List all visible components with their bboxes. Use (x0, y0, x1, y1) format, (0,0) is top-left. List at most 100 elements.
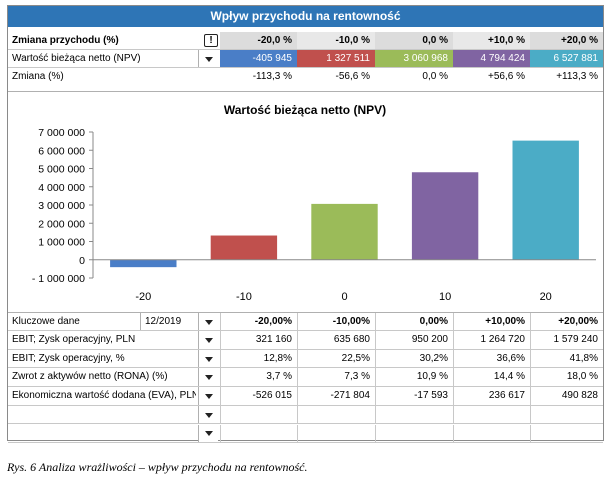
change-row-label: Zmiana (%) (12, 71, 64, 82)
npv-chart: Wartość bieżąca netto (NPV) 7 000 000 6 00… (8, 91, 603, 313)
table-cell: 14,4 % (453, 368, 530, 387)
table-cell: 321 160 (220, 331, 297, 349)
table-row-label: Ekonomiczna wartość dodana (EVA), PLN (12, 390, 196, 402)
period-select[interactable]: 12/2019 (140, 313, 198, 330)
y-tick-label: 3 000 000 (38, 200, 85, 212)
table-cell: 41,8% (530, 349, 603, 368)
header-value: +10,0 % (453, 32, 530, 49)
npv-value: 4 794 424 (453, 50, 530, 67)
chevron-down-icon (204, 375, 213, 381)
table-cell: 950 200 (375, 331, 453, 349)
npv-row-label: Wartość bieżąca netto (NPV) (12, 53, 141, 64)
y-tick-label: 0 (79, 255, 85, 267)
chevron-down-icon (204, 431, 213, 437)
table-row (8, 405, 603, 425)
table-row: EBIT; Zysk operacyjny, % 12,8% 22,5% 30,2% 3… (8, 349, 603, 369)
npv-bar-chart: Wartość bieżąca netto (NPV) 7 000 000 6 00… (32, 103, 596, 303)
chart-title: Wartość bieżąca netto (NPV) (224, 103, 386, 117)
table-cell: 7,3 % (297, 368, 375, 387)
table-cell: 12,8% (220, 349, 297, 368)
sensitivity-panel: Wpływ przychodu na rentowność Zmiana prz… (7, 5, 604, 444)
table-cell: 22,5% (297, 349, 375, 368)
info-button[interactable]: ! (204, 34, 218, 47)
table-row-label: EBIT; Zysk operacyjny, PLN (12, 334, 136, 345)
npv-dropdown[interactable] (198, 50, 218, 67)
table-cell (297, 405, 375, 424)
chevron-down-icon (204, 319, 213, 325)
key-data-value: -20,00% (220, 313, 297, 330)
chevron-down-icon (204, 356, 213, 362)
table-cell: 1 579 240 (530, 331, 603, 349)
bar (311, 203, 378, 260)
table-cell: 1 264 720 (453, 331, 530, 349)
chevron-down-icon (204, 393, 213, 399)
key-data-value: +10,00% (453, 313, 530, 330)
y-tick-label: 2 000 000 (38, 218, 85, 230)
table-cell (375, 405, 453, 424)
revenue-change-label: Zmiana przychodu (%) (12, 35, 119, 46)
header-row: Zmiana przychodu (%) ! -20,0 % -10,0 % 0,0… (8, 32, 603, 50)
x-tick-label: 20 (540, 291, 552, 303)
change-value: +56,6 % (488, 71, 525, 82)
figure-caption: Rys. 6 Analiza wrażliwości – wpływ przyc… (7, 460, 308, 474)
npv-row: Wartość bieżąca netto (NPV) -405 945 1 32… (8, 50, 603, 68)
table-cell (530, 424, 603, 443)
key-data-row: Kluczowe dane 12/2019 -20,00% -10,00% 0,00… (8, 313, 603, 331)
npv-value: 3 060 968 (375, 50, 453, 67)
bar (411, 172, 479, 260)
table-cell: 490 828 (530, 387, 603, 405)
table-cell (453, 424, 530, 443)
header-value: -20,0 % (220, 32, 297, 49)
npv-value: 1 327 511 (297, 50, 375, 67)
y-tick-label: 7 000 000 (38, 127, 85, 139)
key-data-value: +20,00% (530, 313, 603, 330)
table-cell (530, 405, 603, 424)
table-cell (220, 405, 297, 424)
chevron-down-icon (204, 56, 213, 62)
npv-value: -405 945 (220, 50, 297, 67)
change-value: -113,3 % (252, 71, 292, 82)
row-metric-dropdown[interactable] (198, 349, 218, 368)
table-cell: 635 680 (297, 331, 375, 349)
table-cell: 3,7 % (220, 368, 297, 387)
y-tick-label: 1 000 000 (38, 237, 85, 249)
table-cell: 30,2% (375, 349, 453, 368)
panel-title: Wpływ przychodu na rentowność (8, 6, 603, 27)
table-cell: 36,6% (453, 349, 530, 368)
table-cell: 18,0 % (530, 368, 603, 387)
bar (110, 259, 177, 268)
period-dropdown[interactable] (198, 313, 218, 330)
change-row: Zmiana (%) -113,3 % -56,6 % 0,0 % +56,6 % +1… (8, 68, 603, 86)
y-tick-label: - 1 000 000 (32, 273, 85, 285)
table-cell: 10,9 % (375, 368, 453, 387)
table-cell: -17 593 (375, 387, 453, 405)
row-metric-dropdown[interactable] (198, 405, 218, 424)
table-row: EBIT; Zysk operacyjny, PLN 321 160 635 680… (8, 331, 603, 350)
change-value: 0,0 % (422, 71, 448, 82)
row-metric-dropdown[interactable] (198, 387, 218, 405)
row-metric-dropdown[interactable] (198, 331, 218, 349)
table-cell (375, 424, 453, 443)
x-tick-label: 0 (341, 291, 347, 303)
key-data-label: Kluczowe dane (12, 316, 80, 327)
x-tick-label: 10 (439, 291, 451, 303)
table-cell (453, 405, 530, 424)
row-metric-dropdown[interactable] (198, 368, 218, 387)
change-value: -56,6 % (335, 71, 370, 82)
row-metric-dropdown[interactable] (198, 424, 218, 443)
x-tick-label: -20 (135, 291, 151, 303)
table-row-label: Zwrot z aktywów netto (RONA) (%) (12, 371, 168, 383)
header-value: +20,0 % (530, 32, 603, 49)
table-row-label (8, 406, 196, 424)
chevron-down-icon (204, 337, 213, 343)
chevron-down-icon (204, 412, 213, 418)
y-tick-label: 6 000 000 (38, 145, 85, 157)
table-row: Zwrot z aktywów netto (RONA) (%) 3,7 % 7,3… (8, 368, 603, 388)
key-data-value: -10,00% (297, 313, 375, 330)
x-tick-label: -10 (236, 291, 252, 303)
bar (210, 235, 278, 260)
table-row-label: EBIT; Zysk operacyjny, % (12, 352, 125, 364)
table-cell: 236 617 (453, 387, 530, 405)
header-value: 0,0 % (375, 32, 453, 49)
key-data-value: 0,00% (375, 313, 453, 330)
